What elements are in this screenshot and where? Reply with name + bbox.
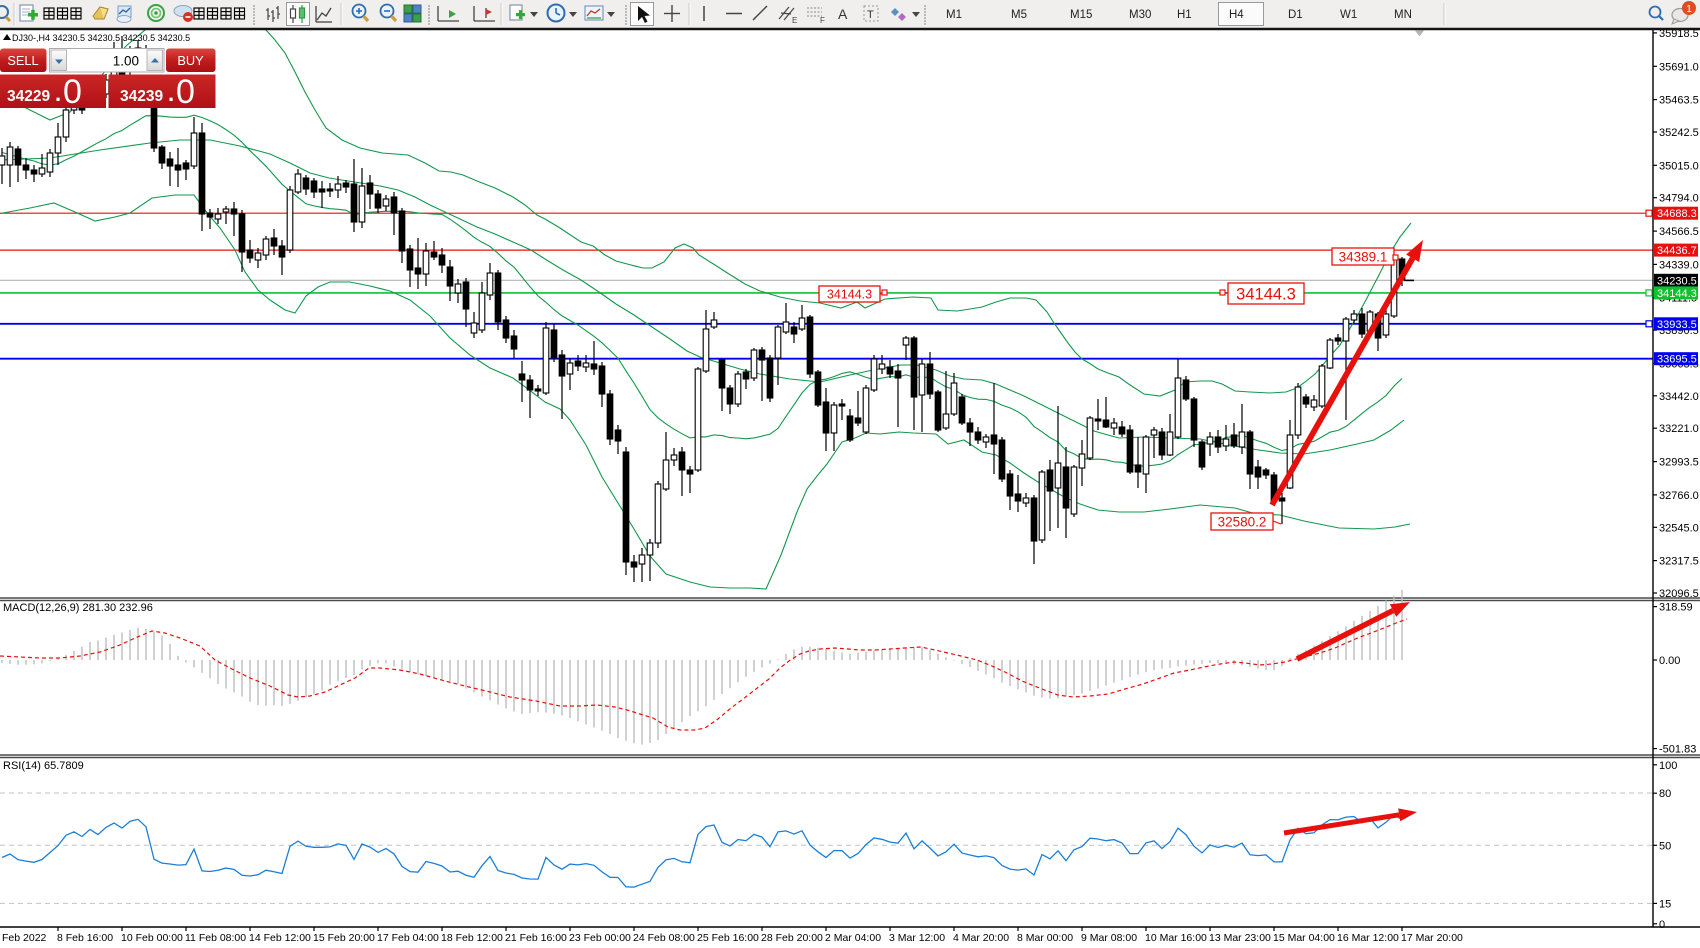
svg-text:M30: M30 [1129, 9, 1151, 21]
svg-text:W1: W1 [1340, 9, 1357, 21]
svg-text:MACD(12,26,9) 281.30 232.96: MACD(12,26,9) 281.30 232.96 [3, 602, 153, 614]
svg-text:33442.0: 33442.0 [1659, 391, 1699, 403]
svg-text:34229: 34229 [7, 88, 50, 105]
svg-text:H1: H1 [1177, 9, 1192, 21]
svg-text:M1: M1 [946, 9, 962, 21]
svg-text:SELL: SELL [7, 53, 38, 68]
svg-text:34144.3: 34144.3 [1236, 285, 1296, 303]
svg-text:D1: D1 [1288, 9, 1303, 21]
svg-text:35242.5: 35242.5 [1659, 127, 1699, 139]
svg-text:34389.1: 34389.1 [1339, 249, 1388, 264]
svg-text:34794.0: 34794.0 [1659, 193, 1699, 205]
svg-text:A: A [838, 6, 848, 22]
svg-text:Feb 2022: Feb 2022 [2, 932, 47, 944]
svg-text:8 Mar 00:00: 8 Mar 00:00 [1017, 932, 1073, 944]
svg-text:9 Mar 08:00: 9 Mar 08:00 [1081, 932, 1137, 944]
svg-text:3 Mar 12:00: 3 Mar 12:00 [889, 932, 945, 944]
svg-text:25 Feb 16:00: 25 Feb 16:00 [697, 932, 759, 944]
svg-text:24 Feb 08:00: 24 Feb 08:00 [633, 932, 695, 944]
svg-text:.: . [55, 81, 61, 106]
svg-text:33695.5: 33695.5 [1657, 354, 1697, 366]
svg-text:33221.0: 33221.0 [1659, 423, 1699, 435]
svg-text:4 Mar 20:00: 4 Mar 20:00 [953, 932, 1009, 944]
svg-text:80: 80 [1659, 788, 1671, 800]
svg-text:32545.0: 32545.0 [1659, 522, 1699, 534]
svg-text:0: 0 [63, 73, 82, 111]
svg-text:35463.5: 35463.5 [1659, 95, 1699, 107]
svg-text:1.00: 1.00 [113, 54, 139, 69]
svg-text:23 Feb 00:00: 23 Feb 00:00 [569, 932, 631, 944]
svg-text:34239: 34239 [120, 88, 163, 105]
svg-text:34688.3: 34688.3 [1657, 208, 1697, 220]
svg-text:35691.0: 35691.0 [1659, 61, 1699, 73]
svg-text:0: 0 [176, 73, 195, 111]
svg-text:T: T [867, 9, 874, 21]
svg-text:34436.7: 34436.7 [1657, 245, 1697, 257]
svg-text:35015.0: 35015.0 [1659, 160, 1699, 172]
svg-text:F: F [820, 16, 825, 25]
svg-text:.: . [168, 81, 174, 106]
svg-text:32993.5: 32993.5 [1659, 457, 1699, 469]
svg-text:8 Feb 16:00: 8 Feb 16:00 [57, 932, 113, 944]
svg-text:17 Mar 20:00: 17 Mar 20:00 [1401, 932, 1463, 944]
svg-text:17 Feb 04:00: 17 Feb 04:00 [377, 932, 439, 944]
svg-text:34230.5: 34230.5 [1657, 275, 1697, 287]
svg-text:32096.5: 32096.5 [1659, 588, 1699, 600]
svg-text:H4: H4 [1229, 9, 1244, 21]
svg-text:13 Mar 23:00: 13 Mar 23:00 [1209, 932, 1271, 944]
svg-text:0.00: 0.00 [1659, 655, 1680, 667]
svg-text:35918.5: 35918.5 [1659, 28, 1699, 40]
svg-text:0: 0 [1659, 919, 1665, 931]
svg-text:MN: MN [1394, 9, 1412, 21]
svg-text:18 Feb 12:00: 18 Feb 12:00 [441, 932, 503, 944]
svg-text:34144.3: 34144.3 [827, 288, 872, 302]
svg-text:-501.83: -501.83 [1659, 744, 1696, 756]
svg-text:15 Feb 20:00: 15 Feb 20:00 [313, 932, 375, 944]
svg-text:15: 15 [1659, 898, 1671, 910]
svg-text:RSI(14) 65.7809: RSI(14) 65.7809 [3, 760, 84, 772]
svg-text:34144.3: 34144.3 [1657, 288, 1697, 300]
svg-text:E: E [792, 16, 797, 25]
svg-text:318.59: 318.59 [1659, 602, 1693, 614]
svg-text:32317.5: 32317.5 [1659, 556, 1699, 568]
svg-text:11 Feb 08:00: 11 Feb 08:00 [185, 932, 246, 944]
svg-text:32580.2: 32580.2 [1218, 514, 1267, 529]
svg-text:14 Feb 12:00: 14 Feb 12:00 [249, 932, 311, 944]
svg-text:34566.5: 34566.5 [1659, 226, 1699, 238]
svg-text:DJ30-,H4 34230.5 34230.5 3423: DJ30-,H4 34230.5 34230.5 34230.5 34230.5 [12, 33, 190, 43]
svg-text:M15: M15 [1070, 9, 1092, 21]
svg-text:16 Mar 12:00: 16 Mar 12:00 [1337, 932, 1399, 944]
svg-text:M5: M5 [1011, 9, 1027, 21]
svg-text:100: 100 [1659, 760, 1677, 772]
svg-text:BUY: BUY [177, 53, 204, 68]
svg-text:21 Feb 16:00: 21 Feb 16:00 [505, 932, 567, 944]
svg-text:2 Mar 04:00: 2 Mar 04:00 [825, 932, 881, 944]
svg-text:32766.0: 32766.0 [1659, 490, 1699, 502]
svg-text:33933.5: 33933.5 [1657, 319, 1697, 331]
svg-text:10 Mar 16:00: 10 Mar 16:00 [1145, 932, 1207, 944]
svg-text:28 Feb 20:00: 28 Feb 20:00 [761, 932, 823, 944]
svg-text:1: 1 [1686, 3, 1692, 15]
svg-text:10 Feb 00:00: 10 Feb 00:00 [121, 932, 183, 944]
svg-text:50: 50 [1659, 840, 1671, 852]
svg-text:34339.0: 34339.0 [1659, 259, 1699, 271]
svg-text:15 Mar 04:00: 15 Mar 04:00 [1273, 932, 1335, 944]
